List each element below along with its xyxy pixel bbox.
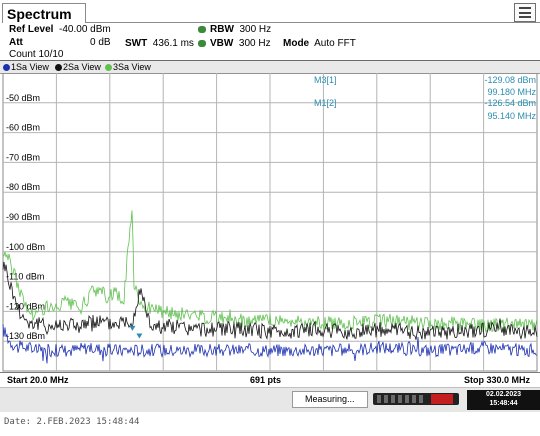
y-tick-labels: -50 dBm -60 dBm -70 dBm -80 dBm -90 dBm -100 … [6, 93, 45, 341]
spectrum-analyzer-screen: Spectrum Ref Level -40.00 dBm Att 0 dB C… [0, 3, 540, 412]
marker-m1-name: M1[2] [314, 98, 337, 108]
view-2sa-label: 2Sa View [63, 62, 101, 72]
coupled-indicator-icon [198, 25, 206, 33]
trace2-dot-icon [55, 64, 62, 71]
sweep-points: 691 pts [250, 375, 282, 385]
plot-markers [129, 325, 143, 339]
status-datetime: 02.02.2023 15:48:44 [467, 390, 540, 410]
marker-table: M3[1] -129.08 dBm 99.180 MHz M1[2] -126.… [314, 75, 536, 121]
vbw-label: VBW [210, 38, 234, 49]
swt-value: 436.1 ms [152, 38, 194, 49]
ref-level-label: Ref Level [9, 24, 54, 35]
view-3sa-label: 3Sa View [113, 62, 151, 72]
view-bar: 1Sa View 2Sa View 3Sa View [0, 60, 540, 74]
y-tick-label: -50 dBm [6, 93, 40, 103]
tab-spectrum-label: Spectrum [7, 6, 72, 22]
att-label: Att [9, 37, 23, 48]
marker-m3-name: M3[1] [314, 75, 337, 85]
marker-m3-level: -129.08 dBm [484, 75, 536, 85]
att-value: 0 dB [90, 37, 111, 48]
overload-indicator-icon [431, 394, 453, 404]
spectrum-plot[interactable]: -50 dBm -60 dBm -70 dBm -80 dBm -90 dBm -100 … [0, 73, 540, 372]
swt-label: SWT [125, 38, 148, 49]
trace-group [2, 210, 538, 364]
trace-1sa [2, 324, 538, 364]
view-1sa-label: 1Sa View [11, 62, 49, 72]
status-bar: Measuring... 02.02.2023 15:48:44 [0, 387, 540, 412]
y-tick-label: -130 dBm [6, 331, 45, 341]
y-tick-label: -80 dBm [6, 182, 40, 192]
footer-bar: Start 20.0 MHz 691 pts Stop 330.0 MHz [0, 372, 540, 387]
mode-label: Mode [283, 38, 310, 49]
rbw-row: RBW 300 Hz [198, 24, 271, 36]
vbw-row: VBW 300 Hz [198, 38, 271, 50]
status-time: 15:48:44 [489, 400, 518, 407]
y-tick-label: -90 dBm [6, 212, 40, 222]
bottom-caption: Date: 2.FEB.2023 15:48:44 [4, 417, 140, 427]
swt-row: SWT 436.1 ms [125, 38, 194, 50]
marker-m3-symbol [136, 333, 143, 339]
y-tick-label: -120 dBm [6, 301, 45, 311]
trace-2sa [2, 261, 538, 341]
mode-value: Auto FFT [314, 38, 356, 49]
tab-spectrum[interactable]: Spectrum [2, 3, 86, 23]
vbw-value: 300 Hz [238, 38, 271, 49]
ref-level-value: -40.00 dBm [59, 24, 111, 35]
menu-icon[interactable] [514, 3, 536, 22]
measuring-status: Measuring... [292, 391, 368, 408]
marker-m1-level: -126.54 dBm [484, 98, 536, 108]
ref-level-row: Ref Level -40.00 dBm [9, 24, 111, 36]
marker-m1-symbol [129, 325, 136, 331]
mode-row: Mode Auto FFT [283, 38, 356, 50]
y-tick-label: -110 dBm [6, 272, 44, 282]
stop-frequency: Stop 330.0 MHz [463, 375, 530, 385]
trace1-dot-icon [3, 64, 10, 71]
trace3-dot-icon [105, 64, 112, 71]
view-1sa[interactable]: 1Sa View [3, 61, 49, 73]
rbw-value: 300 Hz [239, 24, 272, 35]
att-label-wrap: Att [9, 37, 23, 49]
y-tick-label: -70 dBm [6, 152, 40, 162]
status-date: 02.02.2023 [485, 391, 522, 398]
marker-m1-freq: 95.140 MHz [487, 111, 536, 121]
rbw-label: RBW [210, 24, 234, 35]
y-tick-label: -60 dBm [6, 123, 40, 133]
marker-m3-freq: 99.180 MHz [487, 87, 536, 97]
y-tick-label: -100 dBm [6, 242, 45, 252]
coupled-indicator-icon [198, 39, 206, 47]
progress-bar [373, 393, 459, 405]
start-frequency: Start 20.0 MHz [7, 375, 69, 385]
count-text: Count 10/10 [9, 49, 64, 60]
view-2sa[interactable]: 2Sa View [55, 61, 101, 73]
tab-underline [86, 22, 540, 23]
view-3sa[interactable]: 3Sa View [105, 61, 151, 73]
